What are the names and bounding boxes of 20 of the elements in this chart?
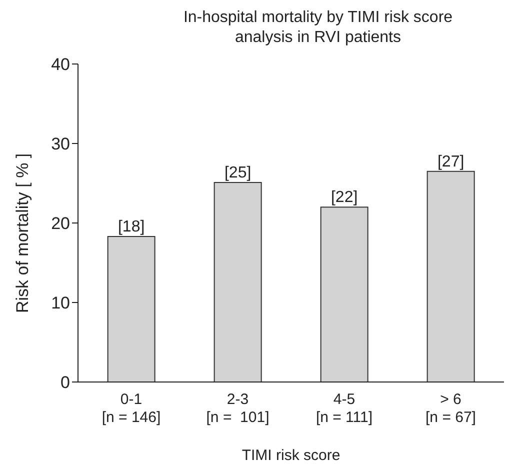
bar <box>320 206 368 382</box>
bar <box>107 236 156 382</box>
y-axis-title: Risk of mortality [ % ] <box>13 153 32 313</box>
data-label: [25] <box>224 164 252 182</box>
y-tick-label: 10 <box>51 294 70 313</box>
y-tick-label: 40 <box>51 55 70 74</box>
chart-title: In-hospital mortality by TIMI risk score analysis in RVI patients <box>182 8 454 48</box>
x-tick-label: 0-1 [n = 146] <box>102 391 161 426</box>
y-tick-label: 0 <box>60 373 70 392</box>
x-tick-label: 2-3 [n = 101] <box>206 391 270 426</box>
y-tick-label: 20 <box>51 214 70 234</box>
bar <box>426 170 475 382</box>
y-tick-label: 30 <box>51 134 70 154</box>
x-tick-label: > 6 [n = 67] <box>426 391 476 426</box>
x-tick-label: 4-5 [n = 111] <box>316 391 373 426</box>
data-label: [18] <box>118 218 145 236</box>
x-axis-title: TIMI risk score <box>242 447 340 464</box>
data-label: [22] <box>330 189 358 206</box>
data-label: [27] <box>437 153 464 170</box>
bar <box>214 182 262 382</box>
